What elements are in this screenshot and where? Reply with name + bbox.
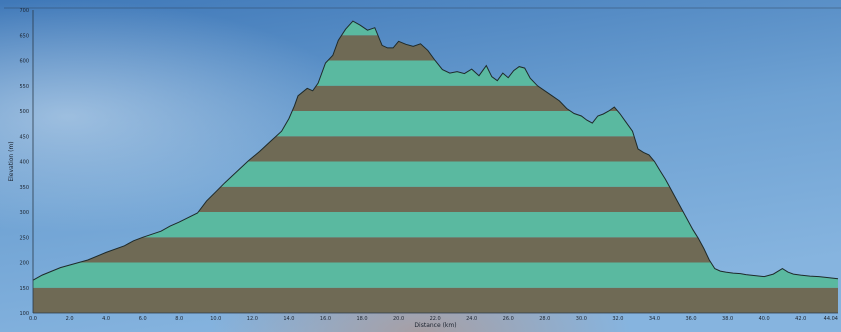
x-tick-label: 42.0 — [795, 316, 806, 322]
x-tick-label: 28.0 — [539, 316, 550, 322]
x-tick-label: 16.0 — [320, 316, 331, 322]
x-tick-label: 2.0 — [66, 316, 74, 322]
y-tick-label: 400 — [19, 160, 29, 166]
y-tick-label: 500 — [19, 109, 29, 115]
y-axis-ticks: 700 650 600 550 500 450 400 350 300 250 200 150 100 — [19, 8, 29, 317]
x-tick-label: 22.0 — [430, 316, 441, 322]
x-axis-ticks: 0.0 2.0 4.0 6.0 8.0 10.0 12.0 14.0 16.0 18.0 20.0 2… — [29, 316, 838, 322]
x-tick-label: 4.0 — [102, 316, 110, 322]
y-tick-label: 100 — [19, 311, 29, 317]
x-tick-label: 12.0 — [247, 316, 258, 322]
x-tick-label: 10.0 — [210, 316, 221, 322]
x-tick-label: 20.0 — [393, 316, 404, 322]
x-tick-label: 26.0 — [503, 316, 514, 322]
x-tick-label: 32.0 — [612, 316, 623, 322]
y-tick-label: 550 — [19, 84, 29, 90]
y-tick-label: 650 — [19, 33, 29, 39]
x-tick-label: 44.04 — [824, 316, 838, 322]
y-tick-label: 350 — [19, 185, 29, 191]
x-tick-label: 6.0 — [139, 316, 147, 322]
x-tick-label: 24.0 — [466, 316, 477, 322]
x-tick-label: 38.0 — [722, 316, 733, 322]
x-tick-label: 14.0 — [283, 316, 294, 322]
y-tick-label: 150 — [19, 286, 29, 292]
elevation-band — [33, 287, 838, 313]
y-tick-label: 200 — [19, 261, 29, 267]
y-tick-label: 300 — [19, 210, 29, 216]
x-tick-label: 8.0 — [175, 316, 183, 322]
elevation-profile-line — [32, 20, 839, 281]
x-tick-label: 34.0 — [649, 316, 660, 322]
x-tick-label: 18.0 — [356, 316, 367, 322]
x-tick-label: 36.0 — [685, 316, 696, 322]
y-axis-title: Elevation (m) — [8, 141, 15, 181]
x-tick-label: 40.0 — [759, 316, 770, 322]
y-tick-label: 450 — [19, 134, 29, 140]
x-tick-label: 30.0 — [576, 316, 587, 322]
x-axis-title: Distance (km) — [414, 322, 456, 329]
y-tick-label: 600 — [19, 59, 29, 65]
elevation-band — [33, 262, 838, 288]
y-tick-label: 700 — [19, 8, 29, 14]
y-tick-label: 250 — [19, 235, 29, 241]
x-tick-label: 0.0 — [29, 316, 37, 322]
